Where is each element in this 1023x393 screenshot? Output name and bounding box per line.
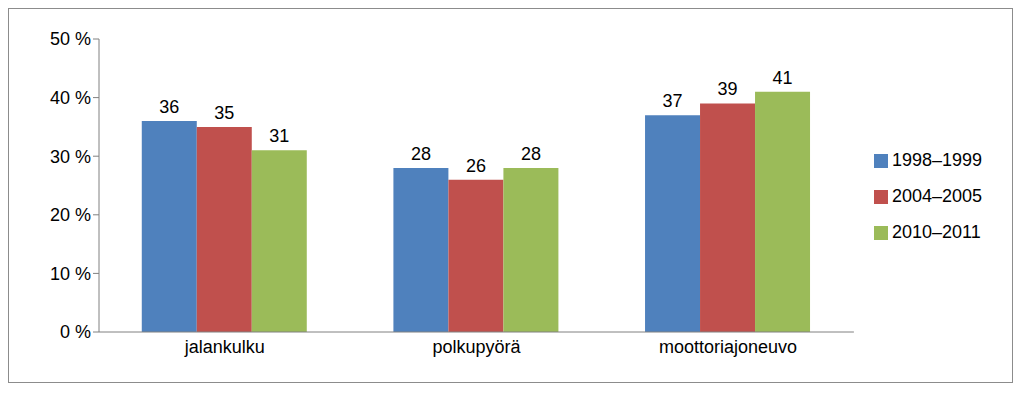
svg-text:36: 36 <box>159 97 179 117</box>
svg-text:40 %: 40 % <box>50 88 91 108</box>
svg-text:37: 37 <box>663 91 683 111</box>
html-text:2010–2011: 2010–2011 <box>891 221 981 242</box>
svg-text:31: 31 <box>269 126 289 146</box>
svg-text:35: 35 <box>214 103 234 123</box>
svg-text:30 %: 30 % <box>50 147 91 167</box>
svg-text:28: 28 <box>521 144 541 164</box>
svg-text:28: 28 <box>411 144 431 164</box>
svg-text:polkupyörä: polkupyörä <box>432 337 521 357</box>
svg-text:0 %: 0 % <box>60 322 91 342</box>
svg-text:39: 39 <box>718 79 738 99</box>
svg-text:moottoriajoneuvo: moottoriajoneuvo <box>659 337 797 357</box>
svg-text:41: 41 <box>773 68 793 88</box>
svg-text:26: 26 <box>466 156 486 176</box>
svg-text:jalankulku: jalankulku <box>184 337 265 357</box>
svg-text:50 %: 50 % <box>50 29 91 49</box>
svg-text:10 %: 10 % <box>50 264 91 284</box>
html-text:1998–1999: 1998–1999 <box>891 149 982 170</box>
html-text:2004–2005: 2004–2005 <box>891 185 982 206</box>
svg-text:20 %: 20 % <box>50 205 91 225</box>
